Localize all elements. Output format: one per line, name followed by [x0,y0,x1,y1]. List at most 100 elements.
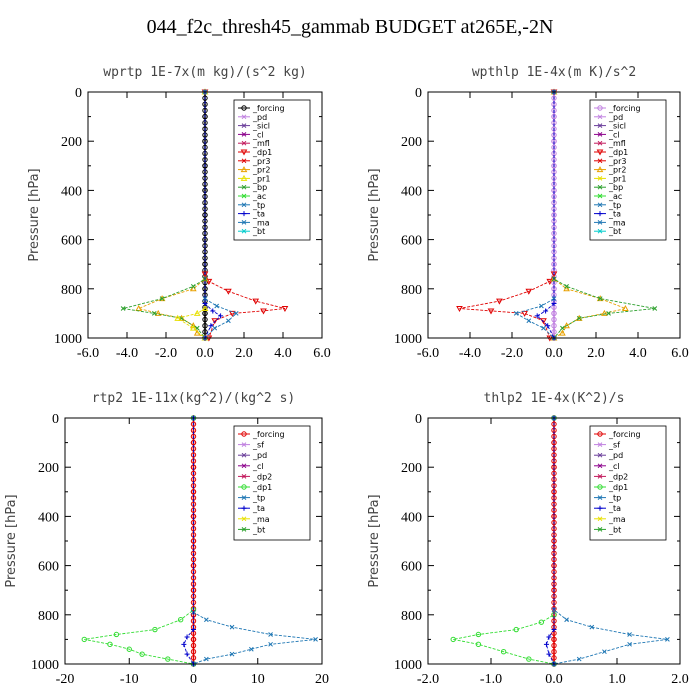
marker [233,311,239,316]
x-tick-label: 4.0 [274,346,292,361]
y-tick-label: 400 [38,510,59,525]
series-dp1 [456,89,558,342]
y-tick-label: 1000 [394,332,422,347]
series-line [553,92,627,339]
y-axis-label: Pressure [hPa] [4,494,19,587]
marker [201,275,209,282]
marker [551,627,557,633]
marker [202,163,208,169]
marker [139,651,145,657]
marker [152,626,158,633]
marker [202,323,208,329]
x-tick-label: -20 [56,672,75,687]
marker [551,655,557,661]
marker [596,166,604,173]
marker [551,538,557,544]
y-tick-label: 800 [38,609,59,624]
marker [184,634,190,640]
x-tick-label: 20 [315,672,329,687]
y-tick-label: 600 [401,560,422,575]
marker [551,636,557,643]
marker [241,158,247,164]
plot-frame [87,91,323,339]
marker [241,463,247,469]
legend-entry: _mfl [608,139,626,148]
marker [513,626,519,633]
marker [205,278,213,285]
marker [551,605,557,612]
legend-entry: _sicl [252,122,270,131]
marker [500,649,507,655]
marker [564,283,569,289]
panel-title: wpthlp 1E-4x(m K)/s^2 [472,65,636,80]
marker [228,310,236,317]
marker [126,646,132,652]
marker [551,126,557,132]
legend-entry: _sicl [608,122,626,131]
x-tick-label: 6.0 [313,346,331,361]
marker [248,646,254,652]
marker [597,296,603,301]
legend-entry: _ma [608,515,626,524]
y-tick-label: 1000 [31,658,59,673]
marker [260,308,267,315]
marker [208,323,214,329]
series-line [453,418,555,665]
series-tp [202,89,239,341]
marker [551,452,557,458]
marker [241,193,247,199]
marker [241,105,247,111]
marker [190,470,197,477]
marker [241,114,247,120]
marker [597,123,603,128]
marker [627,641,632,647]
legend-entry: _pr2 [252,166,270,175]
marker [551,439,557,446]
marker [151,311,157,316]
marker [202,230,208,237]
legend-entry: _mfl [252,139,270,148]
legend-entry: _pd [608,113,623,122]
marker [551,519,557,526]
marker [546,634,552,640]
x-tick-label: 6.0 [671,346,689,361]
marker [564,617,569,623]
marker [551,310,557,317]
panel-4: thlp2 1E-4x(K^2)/s Pressure [hPa] 0 200 400 6… [367,391,689,687]
marker [201,304,209,311]
marker [202,279,208,286]
marker [120,306,126,311]
x-tick-label: -6.0 [77,346,99,361]
marker [475,631,482,638]
y-axis-label: Pressure [hPa] [367,168,382,261]
marker [241,452,247,458]
marker [450,636,456,643]
legend-entry: _dp1 [252,483,272,492]
y-axis-label: Pressure [hPa] [367,494,382,587]
marker [551,113,557,120]
panel-1: wprtp 1E-7x(m kg)/(s^2 kg) Pressure [hPa]… [27,65,331,361]
y-tick-label: 0 [415,86,422,101]
x-tick-label: 0.0 [196,346,214,361]
marker [665,637,670,642]
x-tick-label: 1.0 [608,672,626,687]
x-tick-label: -4.0 [116,346,138,361]
y-tick-label: 200 [61,135,82,150]
marker [202,212,208,218]
y-tick-label: 400 [61,184,82,199]
legend-entry: _cl [252,462,264,471]
series-line [459,92,555,339]
marker [576,315,582,321]
legend-entry: _tp [608,201,621,210]
legend-entry: _ta [608,504,621,513]
marker [210,308,216,314]
marker [202,113,208,120]
legend-entry: _pr2 [608,166,626,175]
x-tick-label: 4.0 [629,346,647,361]
marker [550,275,558,282]
marker [193,309,201,316]
marker [589,624,595,630]
marker [240,174,248,181]
x-tick-label: 2.0 [587,346,605,361]
marker [551,144,557,151]
